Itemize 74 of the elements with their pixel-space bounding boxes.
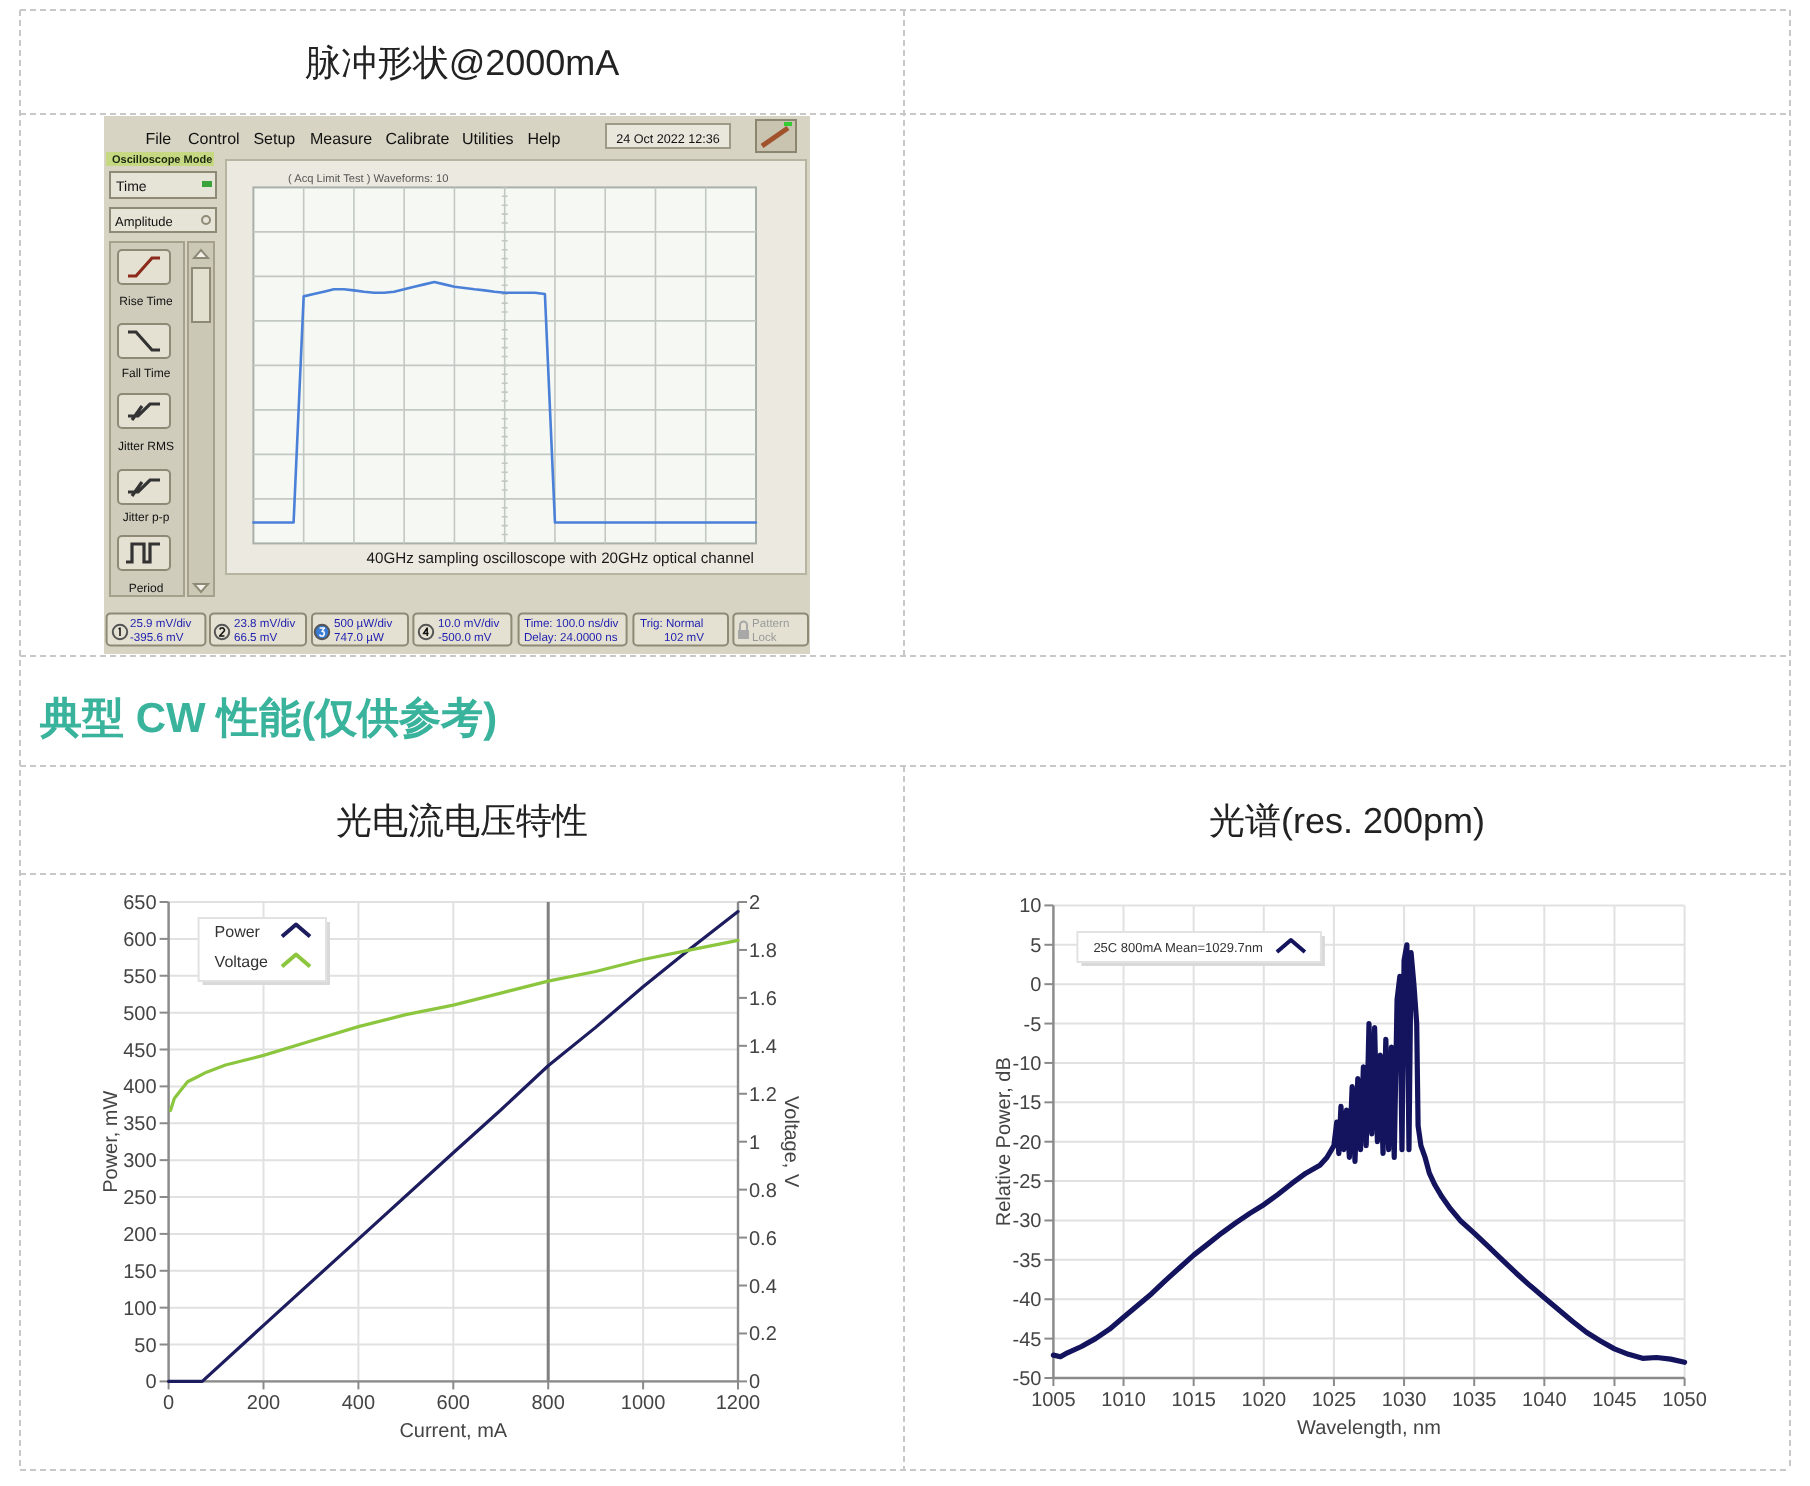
y-tick-label: 10 bbox=[1019, 896, 1043, 919]
y2-tick-label: 0 bbox=[749, 1372, 761, 1395]
y-tick-label: 0 bbox=[145, 1372, 158, 1395]
x-tick-label: 0 bbox=[163, 1393, 176, 1416]
y2-tick-label: 1.8 bbox=[749, 940, 778, 963]
y2-tick-label: 1.6 bbox=[749, 988, 778, 1011]
y2-tick-label: 1.4 bbox=[749, 1036, 778, 1059]
y-tick-label: -40 bbox=[1012, 1290, 1043, 1313]
y-tick-label: -30 bbox=[1012, 1211, 1043, 1234]
y2-tick-label: 0.2 bbox=[749, 1324, 778, 1347]
y-tick-label: 500 bbox=[123, 1003, 158, 1026]
legend-label: Voltage bbox=[214, 952, 270, 971]
text: Setup bbox=[253, 130, 297, 148]
text: Measure bbox=[310, 130, 374, 148]
x-tick-label: 1020 bbox=[1241, 1390, 1287, 1412]
y-tick-label: 0 bbox=[1030, 975, 1043, 998]
x-tick-label: 1025 bbox=[1311, 1390, 1358, 1412]
y-axis-title: Relative Power, dB bbox=[994, 1056, 1016, 1227]
x-axis-title: Current, mA bbox=[399, 1421, 508, 1444]
chart-title: 光电流电压特性 bbox=[336, 801, 588, 841]
x-tick-label: 1045 bbox=[1592, 1390, 1638, 1412]
y-tick-label: -45 bbox=[1012, 1329, 1043, 1352]
x-tick-label: 800 bbox=[531, 1393, 566, 1416]
chart-title: 光谱(res. 200pm) bbox=[1208, 801, 1486, 841]
y-axis-title: Power, mW bbox=[101, 1089, 123, 1193]
x-tick-label: 1035 bbox=[1451, 1390, 1498, 1412]
y-tick-label: -20 bbox=[1012, 1132, 1043, 1155]
y-tick-label: 150 bbox=[123, 1261, 158, 1284]
y-tick-label: 450 bbox=[123, 1040, 158, 1063]
y-tick-label: -25 bbox=[1012, 1172, 1043, 1195]
x-tick-label: 200 bbox=[246, 1393, 282, 1416]
x-tick-label: 400 bbox=[341, 1393, 376, 1416]
text: Control bbox=[188, 130, 241, 148]
y2-tick-label: 2 bbox=[749, 893, 761, 915]
x-tick-label: 1200 bbox=[715, 1393, 762, 1416]
y-tick-label: -50 bbox=[1012, 1369, 1043, 1391]
y2-tick-label: 0.8 bbox=[749, 1180, 778, 1203]
y-tick-label: -5 bbox=[1023, 1014, 1043, 1037]
x-tick-label: 1015 bbox=[1171, 1390, 1217, 1412]
y2-tick-label: 1 bbox=[749, 1132, 761, 1155]
y2-tick-label: 0.4 bbox=[749, 1276, 778, 1299]
x-tick-label: 1040 bbox=[1522, 1390, 1568, 1412]
y-tick-label: 550 bbox=[123, 966, 158, 989]
y-tick-label: 5 bbox=[1030, 935, 1043, 958]
y-tick-label: -15 bbox=[1012, 1093, 1043, 1116]
y-tick-label: 300 bbox=[123, 1151, 158, 1174]
y-tick-label: 600 bbox=[123, 929, 158, 952]
text: Utilities bbox=[462, 130, 514, 148]
y-tick-label: 400 bbox=[123, 1077, 158, 1100]
y-tick-label: 650 bbox=[123, 893, 158, 915]
x-tick-label: 1005 bbox=[1031, 1390, 1077, 1412]
x-tick-label: 1050 bbox=[1662, 1390, 1708, 1412]
y2-tick-label: 1.2 bbox=[749, 1084, 778, 1107]
text: Calibrate bbox=[385, 130, 451, 148]
y-tick-label: -10 bbox=[1012, 1053, 1043, 1076]
y-tick-label: 250 bbox=[123, 1188, 158, 1211]
y-tick-label: -35 bbox=[1012, 1250, 1043, 1273]
x-axis-title: Wavelength, nm bbox=[1297, 1418, 1441, 1440]
x-tick-label: 1000 bbox=[620, 1393, 667, 1416]
x-tick-label: 1030 bbox=[1381, 1390, 1428, 1412]
x-tick-label: 1010 bbox=[1101, 1390, 1147, 1412]
legend-label: Power bbox=[214, 922, 261, 941]
y-tick-label: 350 bbox=[123, 1114, 158, 1137]
line-series bbox=[168, 938, 740, 1113]
y-tick-label: 100 bbox=[123, 1298, 158, 1321]
text: 典型 CW 性能(仅供参考) bbox=[38, 694, 498, 742]
y-tick-label: 200 bbox=[123, 1224, 158, 1247]
text: 脉冲形状@2000mA bbox=[304, 43, 620, 83]
y2-axis-title: Voltage, V bbox=[779, 1096, 802, 1188]
x-tick-label: 600 bbox=[436, 1393, 471, 1416]
text: Help bbox=[527, 130, 562, 148]
y-tick-label: 50 bbox=[134, 1335, 158, 1358]
text: File bbox=[145, 130, 173, 148]
y2-tick-label: 0.6 bbox=[749, 1228, 778, 1251]
